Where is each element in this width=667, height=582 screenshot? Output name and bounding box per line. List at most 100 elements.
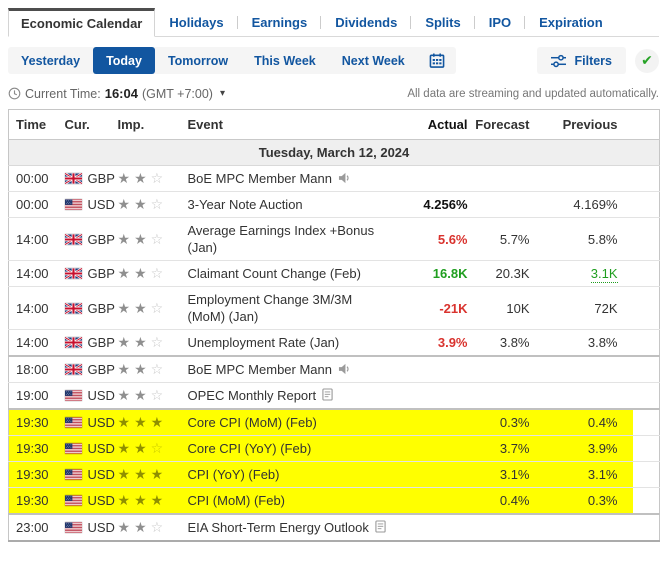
current-time-value: 16:04 — [104, 86, 138, 101]
event-time: 14:00 — [8, 260, 63, 287]
event-link[interactable]: Employment Change 3M/3M (MoM) (Jan) — [187, 292, 353, 324]
event-link[interactable]: EIA Short-Term Energy Outlook — [187, 520, 369, 535]
tab-holidays[interactable]: Holidays — [155, 8, 238, 36]
actual-value — [407, 165, 468, 192]
row-spacer — [632, 408, 660, 436]
event-link[interactable]: CPI (YoY) (Feb) — [187, 467, 280, 482]
star-icon: ★ — [117, 230, 131, 247]
tab-splits[interactable]: Splits — [411, 8, 476, 36]
star-icon: ☆ — [150, 361, 164, 377]
currency-code: GBP — [87, 231, 115, 247]
forecast-value: 3.7% — [467, 435, 534, 462]
flag-gb-icon — [64, 302, 82, 314]
star-icon: ★ — [117, 299, 131, 316]
range-this-week[interactable]: This Week — [254, 53, 316, 68]
col-currency: Cur. — [62, 109, 116, 140]
currency-code: GBP — [87, 335, 115, 350]
forecast-value — [467, 191, 534, 218]
row-spacer — [632, 355, 660, 383]
tab-dividends[interactable]: Dividends — [321, 8, 412, 36]
star-icon: ★ — [134, 196, 147, 212]
importance-stars: ★ ★ ☆ — [115, 260, 186, 287]
range-yesterday[interactable]: Yesterday — [21, 53, 81, 68]
event-link[interactable]: OPEC Monthly Report — [187, 388, 317, 403]
flag-gb-icon — [64, 173, 82, 184]
calendar-event-row[interactable]: 19:00 USD ★ ★ ☆ OPEC Monthly Report — [8, 382, 660, 410]
clock-icon — [8, 87, 21, 100]
forecast-value — [467, 513, 534, 542]
star-icon: ★ — [134, 387, 147, 403]
tab-economic-calendar[interactable]: Economic Calendar — [8, 8, 156, 37]
event-link[interactable]: Core CPI (YoY) (Feb) — [187, 441, 312, 456]
star-icon: ★ — [117, 361, 131, 377]
calendar-event-row[interactable]: 19:30 USD ★ ★ ★ Core CPI (MoM) (Feb) 0.3% 0.4% — [8, 408, 660, 436]
flag-us-icon — [64, 469, 82, 480]
actual-value — [407, 382, 468, 410]
actual-value — [407, 461, 468, 488]
filters-button[interactable]: Filters — [537, 47, 626, 74]
row-spacer — [632, 435, 660, 462]
event-link[interactable]: 3-Year Note Auction — [187, 197, 303, 212]
forecast-value — [467, 382, 534, 410]
chevron-down-icon: ▾ — [219, 88, 225, 99]
star-icon: ★ — [134, 440, 147, 456]
col-forecast: Forecast — [467, 109, 534, 140]
importance-stars: ★ ★ ☆ — [115, 435, 186, 462]
calendar-event-row[interactable]: 23:00 USD ★ ★ ☆ EIA Short-Term Energy Outlook — [8, 513, 660, 542]
calendar-icon[interactable] — [418, 47, 456, 74]
calendar-event-row[interactable]: 00:00 GBP ★ ★ ☆ BoE MPC Member Mann — [8, 165, 660, 192]
forecast-value: 10K — [467, 286, 534, 330]
range-next-week[interactable]: Next Week — [341, 53, 405, 68]
range-tomorrow[interactable]: Tomorrow — [167, 53, 229, 68]
tab-expiration[interactable]: Expiration — [539, 14, 603, 30]
range-today[interactable]: Today — [93, 47, 155, 74]
event-link[interactable]: BoE MPC Member Mann — [187, 362, 333, 377]
actual-value — [407, 435, 468, 462]
timezone-selector[interactable]: Current Time: 16:04 (GMT +7:00) ▾ — [8, 86, 225, 101]
calendar-event-row[interactable]: 14:00 GBP ★ ★ ☆ Claimant Count Change (Feb) 16… — [8, 260, 660, 287]
previous-value: 72K — [594, 300, 618, 316]
forecast-value: 5.7% — [467, 217, 534, 261]
calendar-event-row[interactable]: 14:00 GBP ★ ★ ☆ Average Earnings Index +Bonus… — [8, 217, 660, 261]
calendar-event-row[interactable]: 19:30 USD ★ ★ ★ CPI (MoM) (Feb) 0.4% 0.3% — [8, 487, 660, 515]
speaker-icon — [338, 172, 351, 184]
event-link[interactable]: CPI (MoM) (Feb) — [187, 493, 286, 508]
event-link[interactable]: Unemployment Rate (Jan) — [187, 335, 340, 350]
flag-us-icon — [64, 199, 82, 210]
calendar-event-row[interactable]: 14:00 GBP ★ ★ ☆ Unemployment Rate (Jan) 3.9% 3.… — [8, 329, 660, 357]
currency-code: USD — [87, 467, 115, 482]
calendar-event-row[interactable]: 00:00 USD ★ ★ ☆ 3-Year Note Auction 4.256% 4.16… — [8, 191, 660, 218]
calendar-event-row[interactable]: 19:30 USD ★ ★ ☆ Core CPI (YoY) (Feb) 3.7% 3.9% — [8, 435, 660, 462]
calendar-event-row[interactable]: 14:00 GBP ★ ★ ☆ Employment Change 3M/3M (MoM)… — [8, 286, 660, 330]
event-link[interactable]: BoE MPC Member Mann — [187, 171, 333, 186]
event-time: 19:30 — [8, 408, 63, 436]
check-icon[interactable]: ✔ — [635, 48, 659, 73]
importance-stars: ★ ★ ☆ — [115, 217, 186, 261]
star-icon: ☆ — [150, 196, 164, 212]
status-bar: Current Time: 16:04 (GMT +7:00) ▾ All dat… — [8, 86, 659, 101]
previous-value: 3.1K — [590, 266, 618, 283]
currency-code: USD — [87, 441, 115, 456]
tab-ipo[interactable]: IPO — [475, 8, 526, 36]
forecast-value — [467, 355, 534, 383]
event-link[interactable]: Average Earnings Index +Bonus (Jan) — [187, 223, 375, 255]
star-icon: ★ — [134, 230, 147, 247]
importance-stars: ★ ★ ☆ — [115, 165, 186, 192]
calendar-event-row[interactable]: 19:30 USD ★ ★ ★ CPI (YoY) (Feb) 3.1% 3.1% — [8, 461, 660, 488]
event-time: 23:00 — [8, 513, 63, 542]
star-icon: ☆ — [150, 170, 164, 186]
calendar-event-row[interactable]: 18:00 GBP ★ ★ ☆ BoE MPC Member Mann — [8, 355, 660, 383]
star-icon: ★ — [134, 414, 147, 430]
previous-value: 3.8% — [587, 335, 618, 350]
event-link[interactable]: Core CPI (MoM) (Feb) — [187, 415, 317, 430]
importance-stars: ★ ★ ☆ — [115, 329, 186, 357]
range-buttons: Yesterday Today Tomorrow This Week Next … — [8, 47, 456, 74]
report-icon — [375, 520, 386, 533]
flag-us-icon — [64, 390, 82, 401]
row-spacer — [632, 191, 660, 218]
range-toolbar: Yesterday Today Tomorrow This Week Next … — [8, 47, 659, 74]
speaker-icon — [338, 363, 351, 375]
event-link[interactable]: Claimant Count Change (Feb) — [187, 266, 361, 281]
star-icon: ★ — [134, 492, 147, 508]
tab-earnings[interactable]: Earnings — [238, 8, 322, 36]
